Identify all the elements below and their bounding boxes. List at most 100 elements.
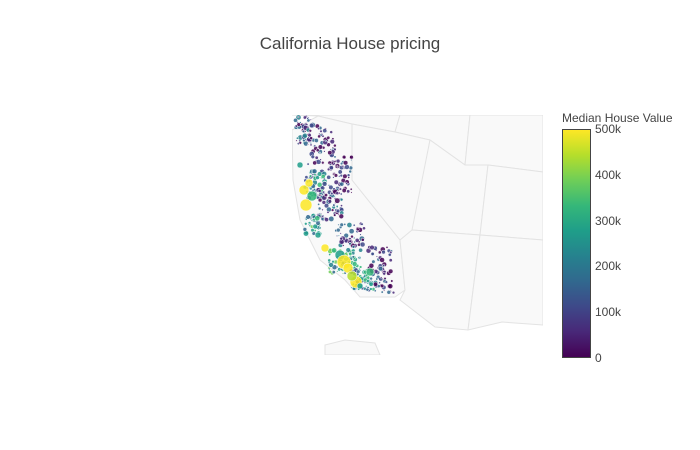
house-marker: [339, 181, 345, 187]
house-marker: [314, 215, 321, 222]
house-marker: [315, 148, 320, 153]
house-marker: [332, 173, 336, 176]
house-marker: [357, 256, 361, 259]
house-marker: [304, 222, 308, 226]
house-marker: [383, 289, 386, 292]
house-marker: [330, 192, 334, 196]
house-marker: [339, 222, 344, 227]
house-marker: [368, 262, 375, 269]
house-marker: [312, 223, 318, 230]
house-marker: [360, 237, 365, 242]
house-marker: [335, 205, 339, 208]
house-marker: [331, 260, 335, 264]
house-marker: [388, 258, 393, 263]
house-marker: [378, 266, 384, 272]
house-marker: [309, 142, 312, 145]
house-marker: [309, 136, 313, 140]
house-marker: [391, 290, 396, 295]
house-marker: [340, 204, 343, 207]
house-marker: [342, 173, 348, 179]
house-marker: [338, 187, 342, 191]
colorbar: [562, 129, 591, 358]
mexico-baja: [324, 339, 381, 355]
house-marker: [335, 234, 339, 237]
house-marker: [331, 247, 337, 254]
house-marker: [359, 241, 366, 248]
house-marker: [341, 188, 347, 193]
house-marker: [350, 234, 354, 239]
house-marker: [324, 139, 327, 143]
house-marker: [370, 251, 375, 256]
house-marker: [387, 283, 394, 289]
colorbar-title: Median House Value: [562, 111, 673, 125]
house-marker: [305, 214, 311, 220]
colorbar-tick-label: 200k: [595, 259, 622, 274]
house-marker: [320, 243, 330, 253]
house-marker: [312, 160, 318, 166]
house-marker: [343, 160, 349, 166]
house-marker: [336, 270, 339, 273]
house-marker: [307, 143, 309, 146]
house-marker: [324, 217, 329, 222]
state-new-mexico: [467, 234, 543, 331]
house-marker: [352, 261, 358, 267]
house-marker: [304, 175, 309, 180]
house-marker: [296, 136, 299, 140]
house-marker: [373, 281, 378, 287]
house-marker: [337, 223, 340, 226]
house-marker: [349, 187, 353, 191]
chart-title: California House pricing: [259, 34, 441, 53]
house-marker: [341, 164, 345, 168]
house-marker: [356, 227, 360, 232]
house-marker: [322, 128, 328, 134]
house-marker: [301, 129, 305, 133]
house-marker: [389, 250, 393, 254]
house-marker: [390, 279, 394, 283]
house-marker: [346, 222, 353, 228]
house-marker: [365, 287, 370, 292]
house-marker: [335, 208, 341, 214]
house-marker: [310, 154, 315, 159]
colorbar-tick-label: 500k: [595, 122, 622, 136]
house-marker: [333, 155, 337, 159]
house-marker: [380, 290, 384, 294]
house-marker: [320, 217, 325, 221]
house-marker: [339, 232, 342, 235]
house-marker: [317, 127, 321, 131]
house-marker: [342, 244, 345, 247]
house-marker: [326, 135, 331, 140]
house-marker: [321, 161, 325, 165]
house-marker: [330, 208, 335, 212]
house-marker: [353, 236, 356, 240]
house-marker: [369, 287, 373, 291]
house-marker: [302, 132, 308, 139]
house-marker: [381, 249, 386, 255]
house-marker: [362, 226, 366, 231]
house-marker: [309, 118, 312, 121]
house-marker: [336, 165, 339, 168]
house-marker: [323, 150, 326, 153]
house-marker: [339, 236, 343, 241]
house-marker: [307, 133, 312, 138]
house-marker: [327, 150, 333, 156]
house-marker: [339, 173, 343, 178]
house-marker: [329, 139, 335, 145]
house-marker: [339, 192, 343, 196]
house-marker: [333, 160, 337, 163]
house-marker: [350, 191, 353, 194]
house-marker: [297, 116, 300, 118]
house-marker: [319, 129, 323, 133]
house-marker: [313, 144, 317, 148]
house-marker: [317, 197, 323, 203]
house-marker: [315, 220, 321, 226]
house-marker: [345, 182, 348, 185]
house-marker: [314, 231, 322, 239]
house-marker: [360, 222, 364, 226]
house-marker: [314, 155, 319, 160]
house-marker: [340, 162, 344, 166]
house-marker: [298, 141, 302, 145]
house-marker: [331, 270, 336, 275]
house-marker: [382, 271, 386, 276]
house-marker: [332, 176, 335, 179]
